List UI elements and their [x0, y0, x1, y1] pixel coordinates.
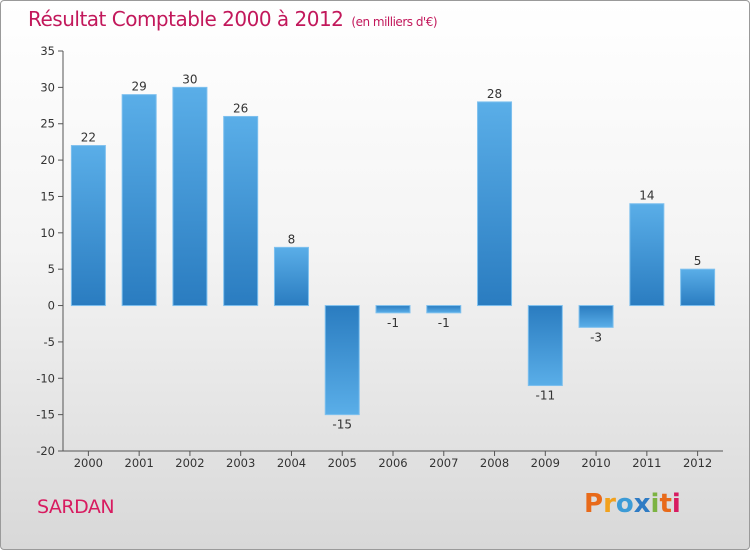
bar	[527, 305, 563, 387]
y-tick-label: -15	[36, 408, 55, 422]
x-tick-label: 2011	[632, 456, 661, 470]
chart-title: Résultat Comptable 2000 à 2012 (en millie…	[28, 7, 438, 31]
bar	[324, 305, 360, 416]
logo-letter: r	[603, 489, 616, 519]
bar	[70, 145, 106, 307]
bar	[121, 94, 157, 307]
y-tick-label: 25	[40, 117, 55, 131]
y-tick-label: -5	[44, 335, 55, 349]
y-tick-label: 30	[40, 80, 55, 94]
data-label: -11	[536, 389, 556, 403]
y-tick-label: 10	[40, 226, 55, 240]
logo-letter: x	[633, 489, 651, 519]
bar	[680, 268, 716, 307]
x-tick-label: 2006	[378, 456, 407, 470]
data-label: 26	[233, 101, 248, 115]
data-label: 14	[639, 189, 654, 203]
data-label: 30	[182, 72, 197, 86]
logo-letter: t	[659, 489, 672, 519]
x-tick-label: 2009	[531, 456, 560, 470]
chart-title-text: Résultat Comptable 2000 à 2012	[28, 7, 344, 31]
data-label: -3	[590, 330, 602, 344]
x-tick-label: 2003	[226, 456, 255, 470]
proxiti-logo[interactable]: Proxiti	[584, 489, 681, 519]
y-tick-label: -20	[36, 444, 55, 458]
bar	[375, 305, 411, 314]
data-labels: 22 29 30 26 8 -15 -1 -1 28 -11 -3 14 5	[81, 72, 702, 431]
data-label: 5	[694, 254, 702, 268]
data-label: 29	[132, 80, 147, 94]
bars	[70, 86, 716, 416]
y-tick-label: 20	[40, 153, 55, 167]
x-tick-label: 2002	[175, 456, 204, 470]
logo-letter: i	[650, 489, 660, 519]
bar	[426, 305, 462, 314]
x-tick-label: 2000	[74, 456, 103, 470]
y-tick-label: -10	[36, 371, 55, 385]
bar	[629, 203, 665, 307]
bar	[273, 246, 309, 307]
logo-letter: o	[615, 489, 634, 519]
bar	[477, 101, 513, 307]
y-tick-label: 5	[48, 262, 55, 276]
logo-letter: P	[584, 489, 604, 519]
y-tick-label: 15	[40, 189, 55, 203]
x-tick-label: 2005	[328, 456, 357, 470]
x-tick-label: 2008	[480, 456, 509, 470]
data-label: -1	[438, 316, 450, 330]
x-tick-label: 2001	[125, 456, 154, 470]
y-tick-label: 0	[48, 299, 55, 313]
data-label: 8	[288, 232, 296, 246]
bar	[223, 115, 259, 307]
x-tick-label: 2004	[277, 456, 306, 470]
logo-letter: i	[671, 489, 681, 519]
town-name: SARDAN	[37, 496, 115, 518]
chart-subtitle: (en milliers d'€)	[351, 15, 438, 29]
data-label: -15	[332, 418, 352, 432]
bar	[578, 305, 614, 328]
bar	[172, 86, 208, 307]
data-label: 28	[487, 87, 502, 101]
x-tick-label: 2012	[683, 456, 712, 470]
x-tick-label: 2010	[581, 456, 610, 470]
data-label: 22	[81, 131, 96, 145]
x-tick-label: 2007	[429, 456, 458, 470]
data-label: -1	[387, 316, 399, 330]
y-tick-label: 35	[40, 44, 55, 58]
